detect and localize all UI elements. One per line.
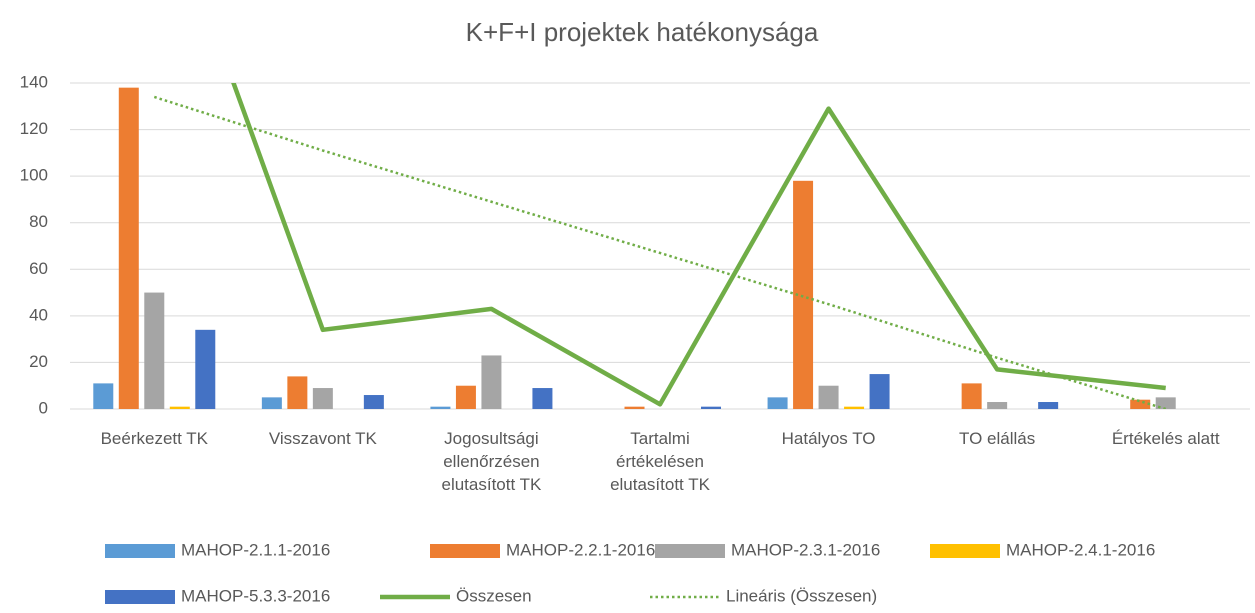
bar xyxy=(987,402,1008,409)
trend-line xyxy=(153,95,1167,409)
x-tick-label: TO elállás xyxy=(959,429,1035,448)
y-tick-label: 120 xyxy=(20,119,48,138)
legend-swatch xyxy=(655,544,725,558)
bar xyxy=(363,395,384,409)
y-tick-label: 140 xyxy=(20,72,48,91)
bar xyxy=(793,180,814,409)
bar xyxy=(1130,399,1151,409)
legend-label: MAHOP-5.3.3-2016 xyxy=(181,586,330,605)
x-tick-label: Visszavont TK xyxy=(269,429,378,448)
legend-label: MAHOP-2.1.1-2016 xyxy=(181,540,330,559)
bar xyxy=(844,406,865,409)
bar xyxy=(1038,402,1059,409)
bar xyxy=(195,329,216,409)
y-tick-label: 0 xyxy=(39,398,48,417)
y-tick-label: 40 xyxy=(29,305,48,324)
bar xyxy=(532,388,553,409)
bar xyxy=(455,385,476,409)
y-tick-label: 80 xyxy=(29,212,48,231)
bar xyxy=(818,385,839,409)
bar xyxy=(287,376,308,409)
bar xyxy=(767,397,788,409)
chart-title: K+F+I projektek hatékonysága xyxy=(466,17,819,47)
bar xyxy=(312,388,333,409)
y-tick-label: 20 xyxy=(29,352,48,371)
x-tick-label: Értékelés alatt xyxy=(1112,429,1220,448)
y-tick-label: 60 xyxy=(29,259,48,278)
bar xyxy=(701,406,721,409)
legend-label: Összesen xyxy=(456,586,532,605)
bar xyxy=(118,87,139,410)
bar xyxy=(261,397,282,409)
x-tick-label: Hatályos TO xyxy=(782,429,876,448)
legend-label: Lineáris (Összesen) xyxy=(726,586,877,605)
y-tick-label: 100 xyxy=(20,166,48,185)
x-tick-label: Tartalmi értékelésen elutasított TK xyxy=(610,429,711,494)
legend-swatch xyxy=(930,544,1000,558)
bar xyxy=(144,292,165,409)
legend-label: MAHOP-2.3.1-2016 xyxy=(731,540,880,559)
bar xyxy=(961,383,982,409)
x-tick-label: Beérkezett TK xyxy=(101,429,209,448)
bar xyxy=(624,406,645,409)
x-tick-label: Jogosultsági ellenőrzésen elutasított TK xyxy=(441,429,542,494)
line xyxy=(231,83,1166,407)
bar xyxy=(169,406,190,409)
legend-label: MAHOP-2.2.1-2016 xyxy=(506,540,655,559)
bar xyxy=(93,383,114,409)
legend-swatch xyxy=(105,544,175,558)
bar xyxy=(481,355,502,409)
legend-swatch xyxy=(430,544,500,558)
legend-label: MAHOP-2.4.1-2016 xyxy=(1006,540,1155,559)
bar xyxy=(869,374,890,409)
bar xyxy=(1155,397,1176,409)
legend-swatch xyxy=(105,590,175,604)
bar xyxy=(430,406,451,409)
